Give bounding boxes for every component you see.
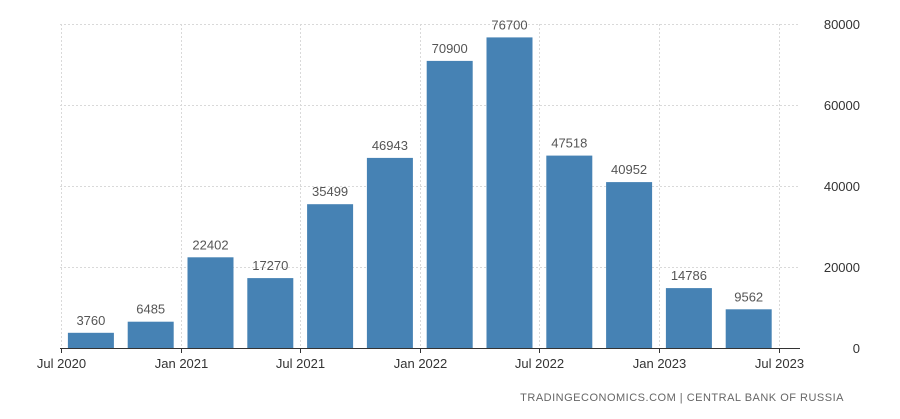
data-label: 46943 (372, 138, 408, 153)
x-tick-label: Jan 2023 (633, 356, 687, 371)
bar (67, 332, 114, 348)
data-label: 47518 (551, 136, 587, 151)
bar (247, 278, 294, 348)
y-tick-label: 60000 (824, 98, 860, 113)
bar (307, 204, 354, 348)
source-attribution: TRADINGECONOMICS.COM | CENTRAL BANK OF R… (520, 392, 844, 404)
bar (606, 182, 653, 348)
data-label: 35499 (312, 184, 348, 199)
x-tick-label: Jul 2021 (276, 356, 325, 371)
bar (366, 157, 413, 348)
y-tick-label: 20000 (824, 260, 860, 275)
data-label: 9562 (734, 289, 763, 304)
data-label: 22402 (192, 237, 228, 252)
y-tick-label: 0 (853, 341, 860, 356)
y-axis: 0 20000 40000 60000 80000 (824, 17, 860, 356)
data-labels: 3760 6485 22402 17270 35499 46943 70900 76700 47… (76, 17, 763, 327)
bar (546, 155, 593, 348)
bar (486, 37, 533, 349)
data-label: 76700 (491, 17, 527, 32)
y-tick-label: 80000 (824, 17, 860, 32)
data-label: 70900 (432, 41, 468, 56)
data-label: 40952 (611, 162, 647, 177)
data-label: 17270 (252, 258, 288, 273)
bar (725, 309, 772, 348)
data-label: 6485 (136, 302, 165, 317)
data-label: 14786 (671, 268, 707, 283)
x-tick-label: Jan 2021 (155, 356, 209, 371)
bar (426, 60, 473, 349)
bar (127, 321, 174, 348)
x-tick-label: Jul 2020 (37, 356, 86, 371)
data-label: 3760 (76, 313, 105, 328)
x-axis: Jul 2020 Jan 2021 Jul 2021 Jan 2022 Jul 2022… (37, 348, 804, 371)
bars (67, 37, 772, 349)
bar (187, 257, 234, 348)
y-tick-label: 40000 (824, 179, 860, 194)
x-tick-label: Jan 2022 (394, 356, 448, 371)
bar (665, 288, 712, 348)
x-tick-label: Jul 2023 (755, 356, 804, 371)
x-tick-label: Jul 2022 (515, 356, 564, 371)
